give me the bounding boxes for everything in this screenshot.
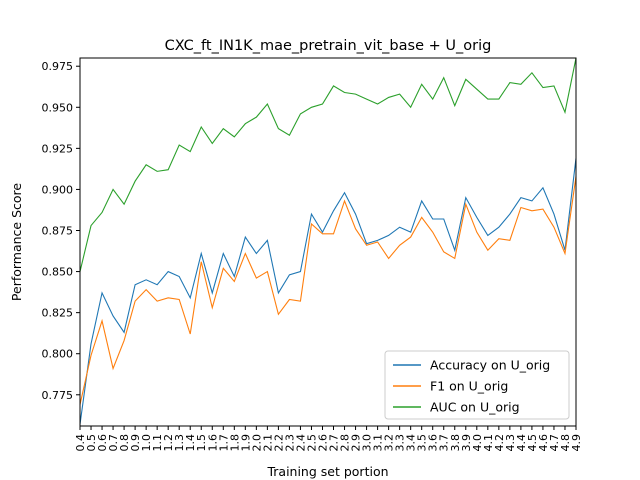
x-tick-label: 1.1 — [151, 434, 164, 452]
x-tick-label: 1.0 — [140, 434, 153, 452]
y-axis-label: Performance Score — [9, 183, 24, 302]
x-tick-label: 3.3 — [394, 434, 407, 452]
y-tick-label: 0.975 — [42, 60, 74, 73]
legend-label-1: F1 on U_orig — [430, 379, 508, 394]
chart-title: CXC_ft_IN1K_mae_pretrain_vit_base + U_or… — [165, 38, 492, 54]
x-tick-label: 2.2 — [272, 434, 285, 452]
x-tick-label: 2.9 — [350, 434, 363, 452]
x-tick-label: 2.0 — [250, 434, 263, 452]
series-line-2 — [79, 57, 577, 272]
y-tick-label: 0.775 — [42, 389, 74, 402]
x-tick-label: 4.1 — [482, 434, 495, 452]
x-tick-label: 3.7 — [438, 434, 451, 452]
x-tick-label: 3.5 — [416, 434, 429, 452]
x-tick-label: 1.8 — [228, 434, 241, 452]
x-tick-label: 4.4 — [515, 434, 528, 452]
x-tick-label: 4.2 — [493, 434, 506, 452]
legend-label-0: Accuracy on U_orig — [430, 358, 550, 373]
x-tick-label: 3.2 — [383, 434, 396, 452]
x-tick-label: 3.9 — [460, 434, 473, 452]
legend-box — [384, 350, 570, 420]
x-tick-label: 0.5 — [85, 434, 98, 452]
legend: Accuracy on U_orig F1 on U_orig AUC on U_o… — [384, 350, 570, 420]
plot-lines — [79, 57, 577, 425]
x-tick-label: 1.7 — [217, 434, 230, 452]
y-tick-label: 0.925 — [42, 142, 74, 155]
y-tick-label: 0.850 — [42, 266, 74, 279]
x-tick-label: 2.1 — [261, 434, 274, 452]
x-axis-label: Training set portion — [266, 464, 388, 479]
x-tick-label: 0.4 — [74, 434, 87, 452]
x-tick-label: 2.7 — [328, 434, 341, 452]
x-tick-label: 4.8 — [559, 434, 572, 452]
y-tick-label: 0.825 — [42, 307, 74, 320]
x-tick-label: 4.7 — [548, 434, 561, 452]
x-tick-label: 1.6 — [206, 434, 219, 452]
y-tick-label: 0.950 — [42, 101, 74, 114]
x-tick-label: 1.3 — [173, 434, 186, 452]
x-tick-label: 2.6 — [316, 434, 329, 452]
x-tick-label: 3.4 — [405, 434, 418, 452]
x-tick-label: 1.9 — [239, 434, 252, 452]
x-tick-label: 0.8 — [118, 434, 131, 452]
x-tick-label: 2.4 — [294, 434, 307, 452]
x-tick-label: 0.6 — [96, 434, 109, 452]
y-tick-label: 0.800 — [42, 348, 74, 361]
x-tick-label: 2.3 — [283, 434, 296, 452]
legend-label-2: AUC on U_orig — [430, 400, 520, 415]
y-axis: 0.775 0.800 0.825 0.850 0.875 0.900 0.925 0.950… — [42, 60, 80, 402]
x-tick-label: 4.6 — [537, 434, 550, 452]
x-tick-label: 1.2 — [162, 434, 175, 452]
x-axis: 0.40.50.60.70.80.91.01.11.21.31.41.51.61… — [74, 426, 583, 452]
series-line-1 — [79, 176, 577, 405]
x-tick-label: 4.3 — [504, 434, 517, 452]
x-tick-label: 3.0 — [361, 434, 374, 452]
y-tick-label: 0.875 — [42, 225, 74, 238]
series-line-0 — [79, 158, 577, 425]
x-tick-label: 4.0 — [471, 434, 484, 452]
x-tick-label: 1.5 — [195, 434, 208, 452]
x-tick-label: 3.8 — [449, 434, 462, 452]
x-tick-label: 3.6 — [427, 434, 440, 452]
x-tick-label: 2.5 — [305, 434, 318, 452]
plot-frame — [79, 57, 577, 427]
x-tick-label: 3.1 — [372, 434, 385, 452]
x-tick-label: 0.9 — [129, 434, 142, 452]
x-tick-label: 4.9 — [570, 434, 583, 452]
x-tick-label: 1.4 — [184, 434, 197, 452]
x-tick-label: 2.8 — [339, 434, 352, 452]
x-tick-label: 4.5 — [526, 434, 539, 452]
y-tick-label: 0.900 — [42, 183, 74, 196]
x-tick-label: 0.7 — [107, 434, 120, 452]
